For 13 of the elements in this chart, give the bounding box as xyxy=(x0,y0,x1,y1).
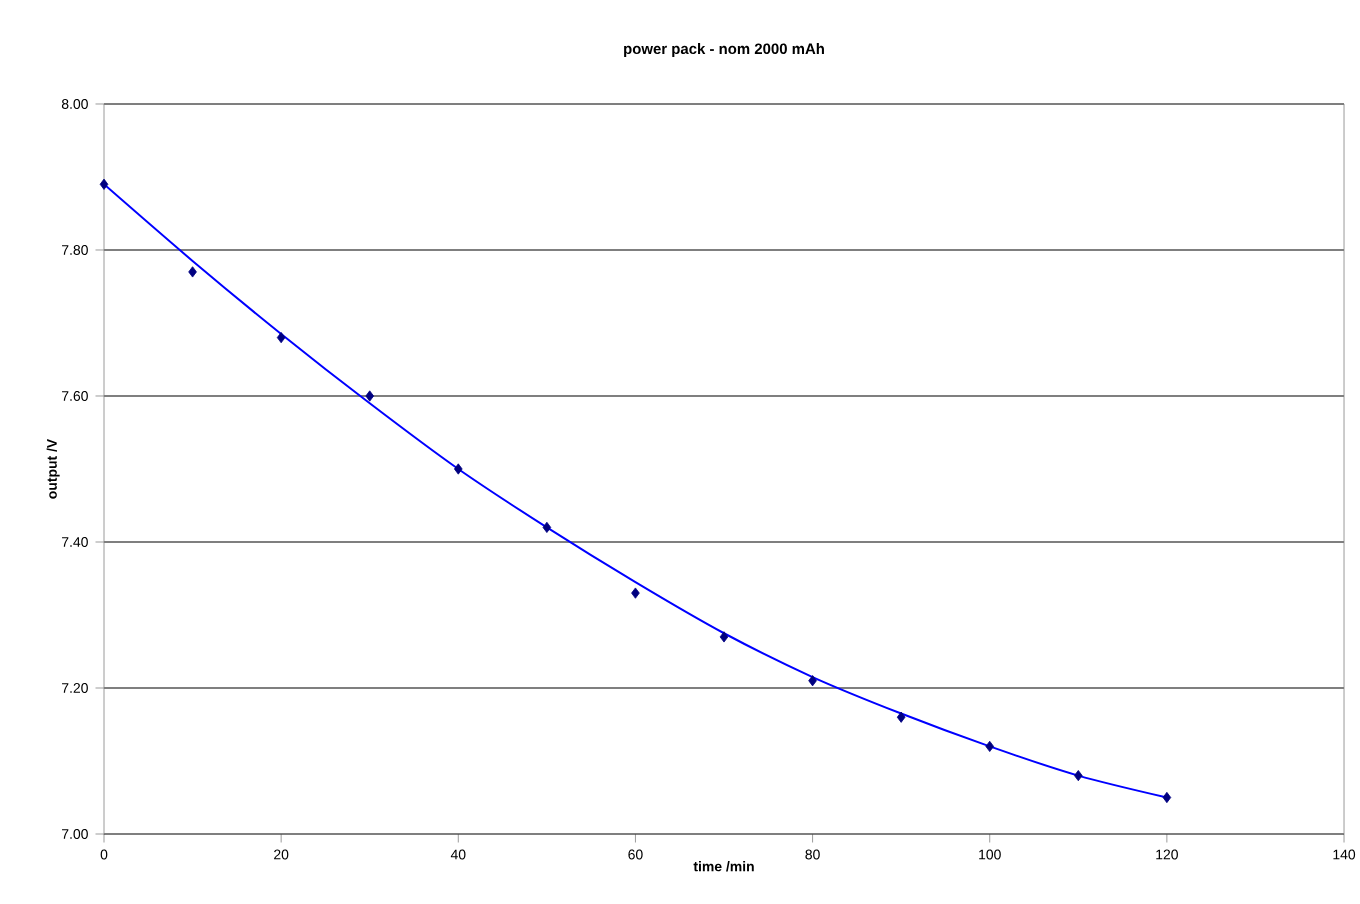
point xyxy=(719,631,729,643)
point xyxy=(276,332,286,344)
point xyxy=(1162,791,1172,804)
point xyxy=(808,675,817,687)
point xyxy=(365,390,374,402)
point xyxy=(896,711,906,723)
point xyxy=(188,266,197,278)
point xyxy=(99,178,109,190)
point xyxy=(542,521,552,533)
point xyxy=(631,587,640,599)
point xyxy=(1074,770,1083,782)
point xyxy=(454,463,463,475)
point xyxy=(985,740,995,752)
